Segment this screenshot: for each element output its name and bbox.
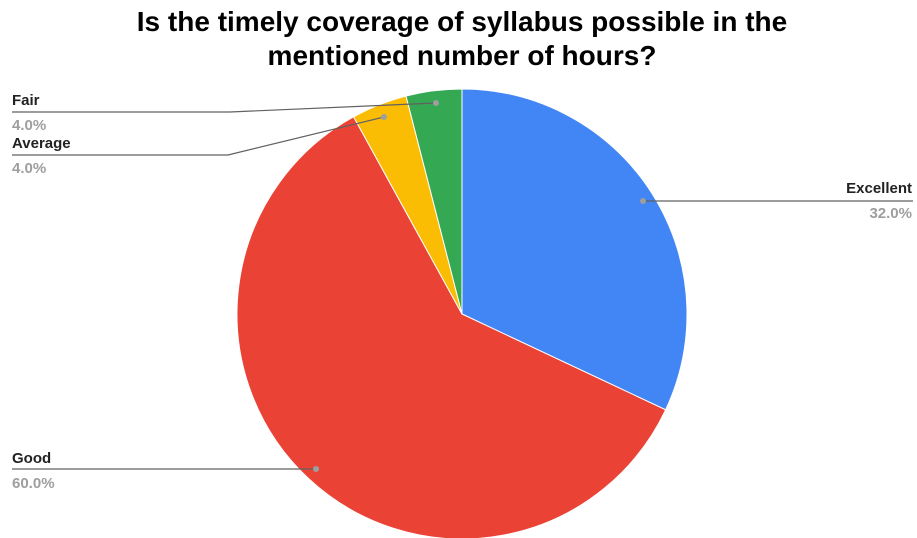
pie-slice-excellent — [461, 88, 688, 411]
slice-label-fair: Fair — [12, 92, 40, 109]
pie-slice-fair — [405, 88, 463, 315]
slice-value-good: 60.0% — [12, 475, 55, 492]
slice-label-good: Good — [12, 450, 51, 467]
slice-label-average: Average — [12, 135, 71, 152]
pie-slices — [236, 88, 688, 538]
leader-dot-fair — [433, 100, 439, 106]
slice-value-excellent: 32.0% — [869, 205, 912, 222]
leader-line-fair — [12, 102, 437, 113]
leader-dot-good — [313, 466, 319, 472]
leader-dot-average — [381, 114, 387, 120]
chart-title-line-2: mentioned number of hours? — [268, 40, 657, 71]
pie-slice-good — [236, 116, 667, 538]
leader-dot-excellent — [640, 198, 646, 204]
label-good: Good 60.0% — [12, 450, 319, 492]
label-fair: Fair 4.0% — [12, 92, 439, 134]
slice-value-average: 4.0% — [12, 160, 46, 177]
leader-line-average — [12, 116, 385, 156]
label-excellent: Excellent 32.0% — [640, 180, 913, 222]
chart-title-line-1: Is the timely coverage of syllabus possi… — [137, 6, 787, 37]
slice-value-fair: 4.0% — [12, 117, 46, 134]
slice-label-excellent: Excellent — [846, 180, 912, 197]
label-average: Average 4.0% — [12, 114, 387, 177]
